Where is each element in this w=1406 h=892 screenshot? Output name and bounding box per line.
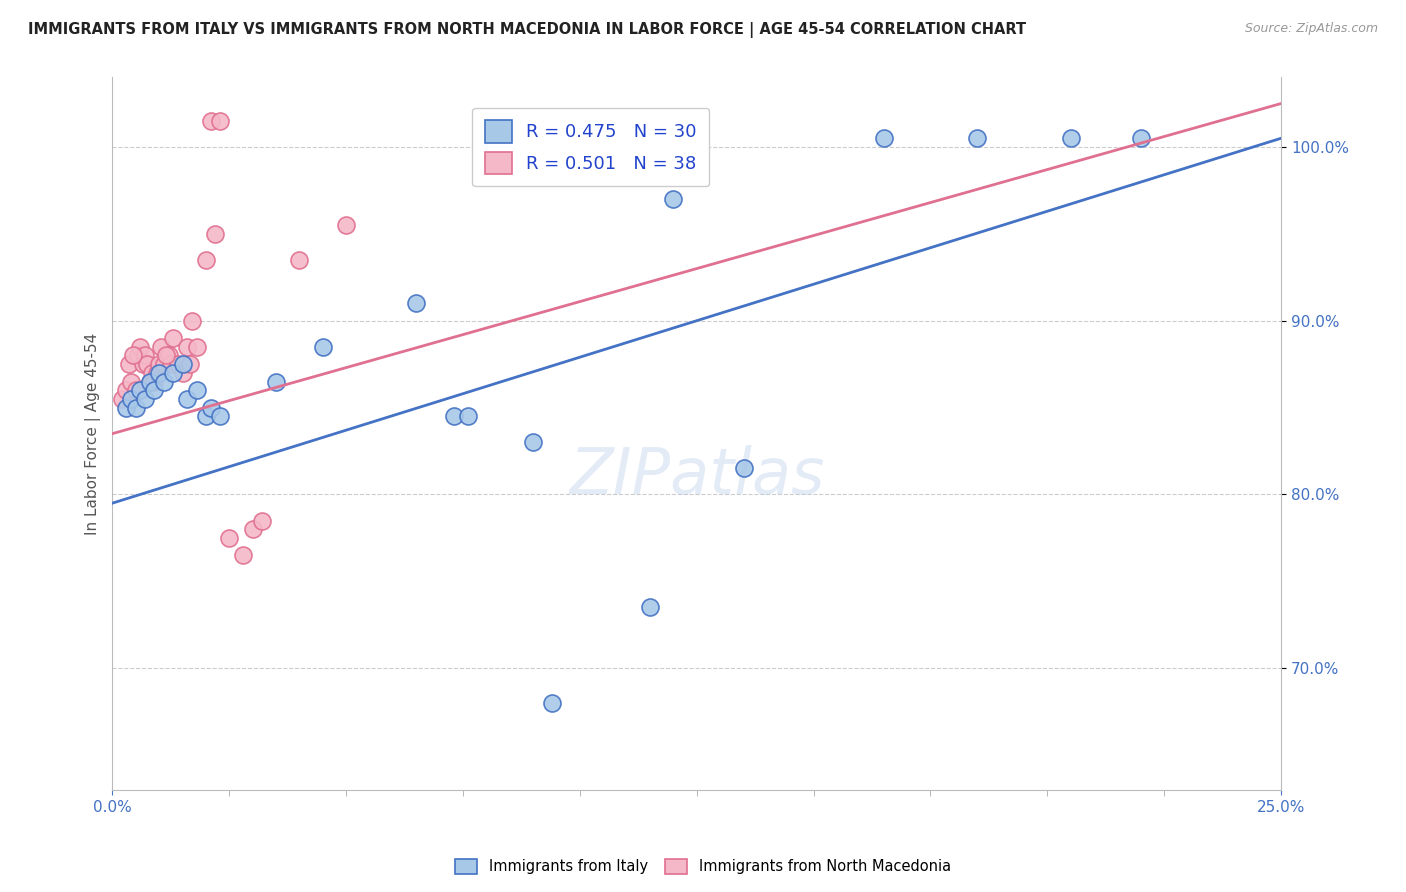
Point bbox=[111, 392, 134, 406]
Point bbox=[873, 131, 896, 145]
Point bbox=[153, 375, 176, 389]
Point bbox=[522, 435, 544, 450]
Point bbox=[179, 357, 201, 371]
Point bbox=[457, 409, 479, 424]
Point bbox=[134, 348, 156, 362]
Point bbox=[134, 392, 156, 406]
Point bbox=[186, 383, 208, 397]
Point bbox=[194, 409, 217, 424]
Point bbox=[662, 192, 685, 206]
Point bbox=[264, 375, 287, 389]
Point bbox=[172, 366, 194, 380]
Point bbox=[143, 375, 166, 389]
Point bbox=[150, 340, 173, 354]
Point bbox=[335, 218, 357, 232]
Point bbox=[288, 252, 311, 267]
Point bbox=[120, 392, 142, 406]
Text: ZIPatlas: ZIPatlas bbox=[569, 445, 824, 508]
Point bbox=[132, 357, 155, 371]
Point bbox=[242, 522, 264, 536]
Point bbox=[312, 340, 335, 354]
Point bbox=[155, 348, 177, 362]
Point bbox=[172, 357, 194, 371]
Point bbox=[443, 409, 465, 424]
Point bbox=[180, 314, 202, 328]
Point bbox=[540, 696, 562, 710]
Point bbox=[122, 348, 145, 362]
Point bbox=[966, 131, 988, 145]
Point bbox=[176, 392, 198, 406]
Point bbox=[162, 366, 184, 380]
Point bbox=[186, 340, 208, 354]
Point bbox=[1129, 131, 1152, 145]
Point bbox=[208, 114, 231, 128]
Point bbox=[204, 227, 226, 241]
Point bbox=[148, 366, 170, 380]
Text: IMMIGRANTS FROM ITALY VS IMMIGRANTS FROM NORTH MACEDONIA IN LABOR FORCE | AGE 45: IMMIGRANTS FROM ITALY VS IMMIGRANTS FROM… bbox=[28, 22, 1026, 38]
Point bbox=[405, 296, 427, 310]
Point bbox=[200, 401, 222, 415]
Point bbox=[638, 600, 661, 615]
Point bbox=[120, 375, 142, 389]
Point bbox=[250, 514, 273, 528]
Point bbox=[194, 252, 217, 267]
Point bbox=[139, 375, 162, 389]
Point bbox=[118, 357, 141, 371]
Point bbox=[115, 401, 138, 415]
Point bbox=[160, 357, 183, 371]
Point bbox=[143, 383, 166, 397]
Point bbox=[157, 348, 180, 362]
Point bbox=[139, 375, 162, 389]
Point bbox=[125, 383, 148, 397]
Point bbox=[141, 366, 163, 380]
Legend: Immigrants from Italy, Immigrants from North Macedonia: Immigrants from Italy, Immigrants from N… bbox=[450, 853, 956, 880]
Text: Source: ZipAtlas.com: Source: ZipAtlas.com bbox=[1244, 22, 1378, 36]
Point bbox=[136, 357, 159, 371]
Point bbox=[129, 383, 152, 397]
Point bbox=[125, 401, 148, 415]
Legend: R = 0.475   N = 30, R = 0.501   N = 38: R = 0.475 N = 30, R = 0.501 N = 38 bbox=[472, 108, 710, 186]
Point bbox=[166, 357, 188, 371]
Point bbox=[115, 383, 138, 397]
Point bbox=[218, 531, 240, 545]
Point bbox=[1060, 131, 1083, 145]
Point bbox=[200, 114, 222, 128]
Y-axis label: In Labor Force | Age 45-54: In Labor Force | Age 45-54 bbox=[86, 333, 101, 535]
Point bbox=[146, 366, 169, 380]
Point bbox=[733, 461, 755, 475]
Point bbox=[208, 409, 231, 424]
Point bbox=[148, 357, 170, 371]
Point bbox=[127, 348, 149, 362]
Point bbox=[153, 357, 176, 371]
Point bbox=[232, 548, 254, 562]
Point bbox=[129, 340, 152, 354]
Point bbox=[176, 340, 198, 354]
Point bbox=[162, 331, 184, 345]
